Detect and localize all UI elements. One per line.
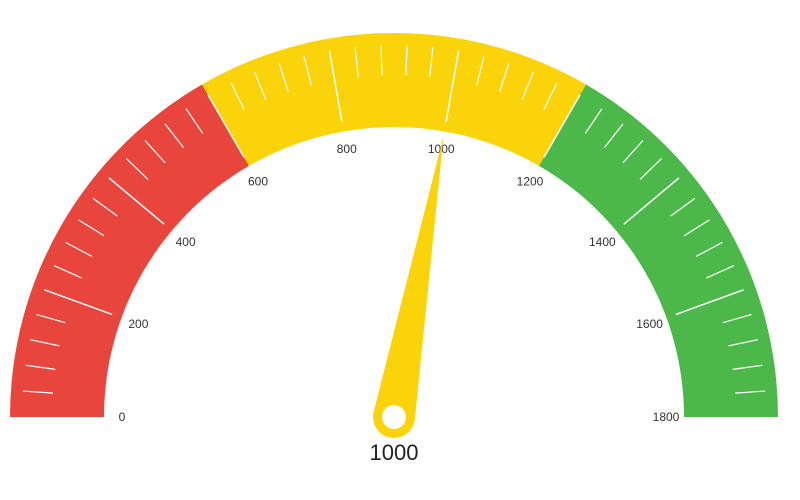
gauge-minor-tick — [584, 108, 603, 134]
gauge-minor-tick — [254, 71, 267, 101]
gauge-minor-tick — [22, 390, 53, 394]
gauge-bands — [10, 32, 778, 418]
gauge-ticks — [22, 45, 766, 394]
gauge-minor-tick — [92, 197, 118, 217]
gauge-tick-label: 1400 — [589, 235, 616, 249]
gauge-minor-tick — [622, 140, 644, 164]
gauge-minor-tick — [722, 313, 752, 324]
gauge-minor-tick — [521, 71, 534, 101]
gauge-tick-label: 1200 — [517, 174, 544, 188]
gauge-minor-tick — [683, 219, 710, 237]
gauge-major-tick — [207, 94, 245, 158]
gauge-minor-tick — [278, 63, 289, 92]
gauge-minor-tick — [380, 45, 383, 76]
gauge-minor-tick — [695, 241, 723, 257]
gauge-minor-tick — [185, 108, 204, 134]
gauge-tick-label: 0 — [119, 410, 126, 424]
gauge-minor-tick — [230, 82, 245, 110]
gauge-minor-tick — [476, 55, 485, 86]
gauge-needle-hub-center — [382, 405, 406, 429]
gauge-minor-tick — [499, 63, 510, 92]
gauge-minor-tick — [735, 390, 766, 394]
gauge-major-tick — [44, 289, 113, 316]
gauge-tick-label: 600 — [248, 174, 268, 188]
gauge-tick-label: 1600 — [636, 317, 663, 331]
gauge-major-tick — [108, 177, 165, 225]
gauge-minor-tick — [732, 364, 763, 370]
gauge-minor-tick — [670, 197, 696, 217]
gauge-value-label: 1000 — [370, 440, 419, 465]
gauge-minor-tick — [728, 339, 758, 347]
gauge-minor-tick — [543, 82, 558, 110]
gauge-tick-label: 200 — [128, 317, 148, 331]
gauge-needle — [373, 136, 444, 421]
gauge-minor-tick — [354, 46, 359, 77]
gauge-minor-tick — [604, 123, 624, 148]
gauge-needle-group — [373, 136, 444, 438]
gauge-tick-label: 1800 — [653, 410, 680, 424]
gauge-minor-tick — [53, 265, 82, 279]
gauge-minor-tick — [429, 46, 434, 77]
gauge-major-tick — [623, 177, 680, 225]
gauge-band-0 — [10, 84, 249, 418]
gauge-band-1 — [202, 32, 586, 166]
gauge-minor-tick — [639, 158, 663, 180]
gauge-major-tick — [543, 94, 581, 158]
gauge-tick-labels: 020040060080010001200140016001800 — [119, 142, 680, 424]
gauge-major-tick — [445, 50, 460, 122]
gauge-minor-tick — [144, 140, 166, 164]
gauge-minor-tick — [65, 241, 93, 257]
gauge-tick-label: 800 — [337, 142, 357, 156]
gauge-minor-tick — [78, 219, 105, 237]
gauge-minor-tick — [30, 339, 60, 347]
gauge-minor-tick — [303, 55, 312, 86]
gauge-tick-label: 400 — [176, 235, 196, 249]
gauge-minor-tick — [36, 313, 66, 324]
gauge-minor-tick — [405, 45, 408, 76]
gauge-minor-tick — [25, 364, 56, 370]
gauge-minor-tick — [125, 158, 149, 180]
gauge-major-tick — [675, 289, 744, 316]
gauge-band-2 — [539, 84, 778, 418]
gauge-minor-tick — [164, 123, 184, 148]
gauge-major-tick — [328, 50, 343, 122]
gauge-minor-tick — [706, 265, 735, 279]
